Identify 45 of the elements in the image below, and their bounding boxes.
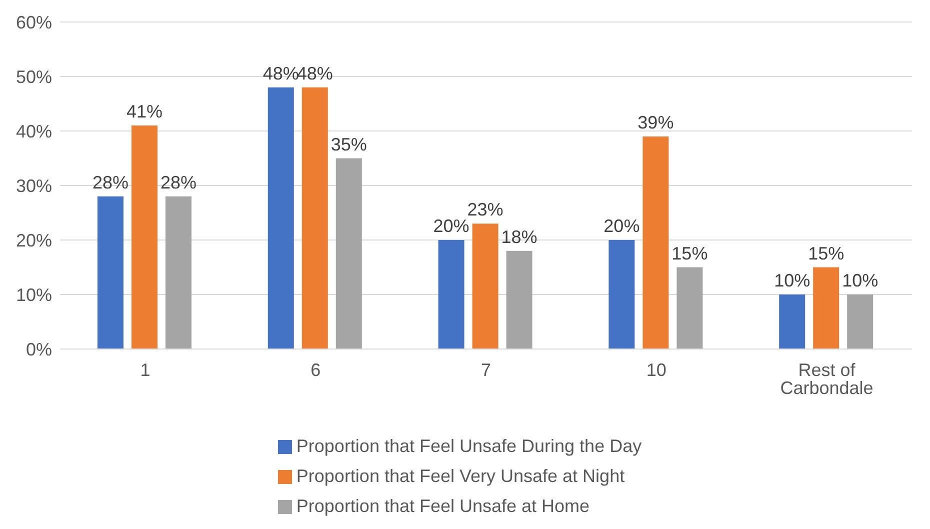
bar — [336, 158, 362, 349]
data-label: 18% — [501, 226, 538, 247]
bar — [813, 267, 840, 349]
data-label: 41% — [126, 102, 163, 122]
bar — [608, 240, 635, 349]
data-label: 10% — [842, 270, 878, 290]
bar — [472, 224, 498, 349]
y-tick-label: 60% — [16, 12, 52, 32]
bar — [506, 250, 532, 349]
y-tick-label: 30% — [16, 176, 52, 196]
bar — [97, 196, 124, 349]
bar — [268, 87, 294, 349]
data-label: 10% — [774, 270, 810, 290]
legend-label: Proportion that Feel Very Unsafe at Night — [296, 466, 625, 486]
data-label: 20% — [433, 216, 470, 236]
bar — [165, 196, 192, 349]
x-tick-label: Rest of Carbondale — [780, 360, 874, 398]
y-tick-label: 40% — [16, 121, 52, 142]
data-label: 28% — [160, 172, 197, 192]
data-label: 48% — [296, 63, 333, 84]
x-tick-label: 6 — [310, 360, 321, 380]
data-label: 15% — [808, 243, 844, 264]
bar — [779, 294, 806, 349]
data-label: 15% — [672, 243, 708, 264]
bar — [302, 87, 328, 349]
y-tick-label: 0% — [26, 339, 52, 360]
bar — [676, 267, 703, 349]
x-tick-label: 7 — [480, 360, 492, 380]
y-tick-label: 10% — [16, 284, 52, 305]
data-label: 39% — [638, 112, 674, 132]
data-label: 28% — [92, 172, 129, 192]
data-label: 48% — [262, 63, 299, 84]
bar — [131, 126, 158, 349]
data-label: 23% — [467, 200, 504, 220]
legend-label: Proportion that Feel Unsafe at Home — [296, 496, 590, 516]
bar — [642, 136, 669, 349]
bar — [438, 240, 464, 349]
y-tick-label: 20% — [16, 230, 52, 250]
x-tick-label: 10 — [646, 360, 666, 380]
x-tick-label: 1 — [140, 360, 150, 380]
bar — [847, 294, 874, 349]
y-tick-label: 50% — [16, 66, 52, 87]
data-label: 35% — [330, 134, 367, 154]
legend-label: Proportion that Feel Unsafe During the Day — [296, 436, 642, 456]
data-label: 20% — [604, 216, 640, 236]
